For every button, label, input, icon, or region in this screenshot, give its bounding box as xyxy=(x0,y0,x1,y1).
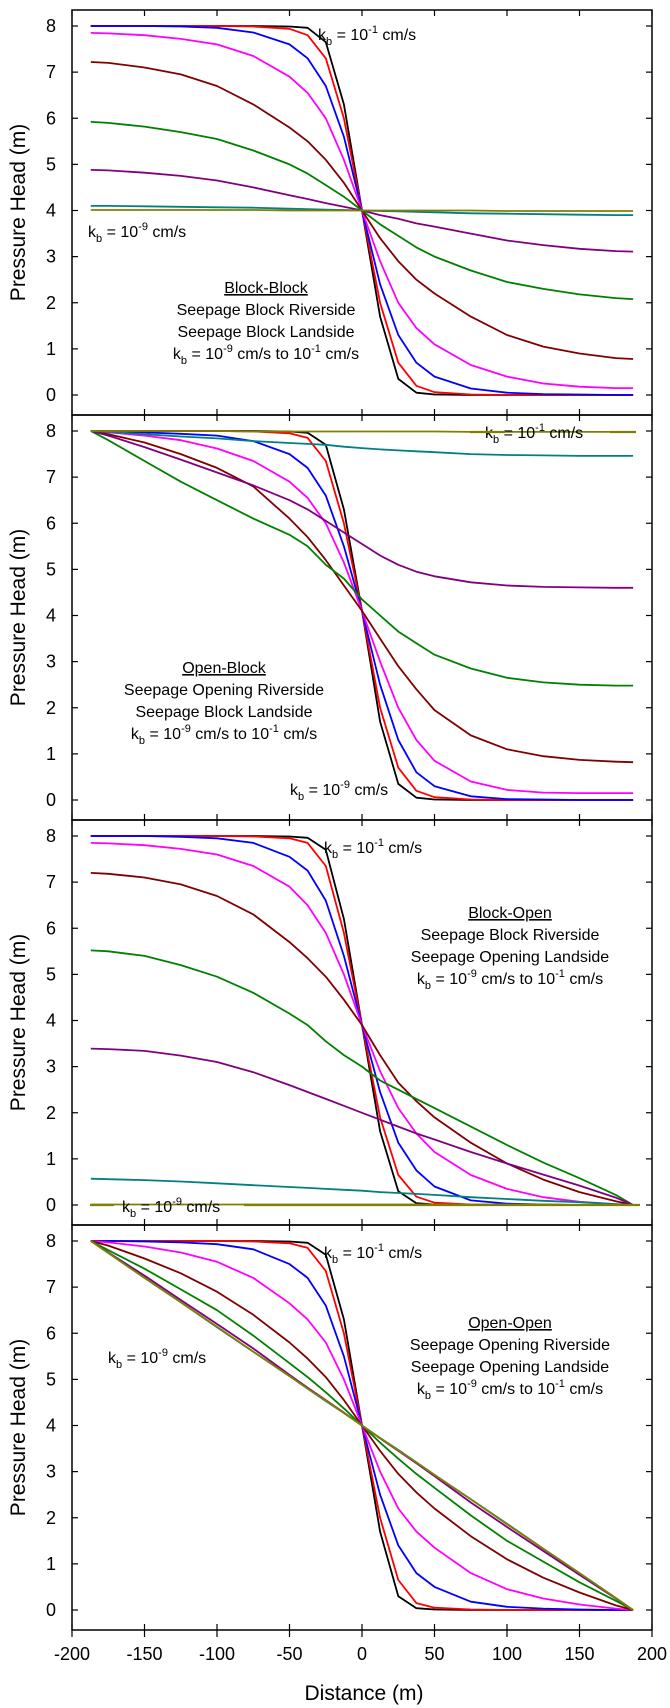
series-line xyxy=(90,430,634,433)
panel-condition: Seepage Opening Landside xyxy=(411,949,609,966)
x-tick-label: -150 xyxy=(126,1644,162,1664)
kb-low-label: kb = 10-9 cm/s xyxy=(108,1347,206,1371)
y-tick-label: 3 xyxy=(46,652,56,672)
x-tick-label: -100 xyxy=(199,1644,235,1664)
y-axis-label: Pressure Head (m) xyxy=(7,124,30,301)
y-tick-label: 3 xyxy=(46,1462,56,1482)
panel-condition: Seepage Opening Riverside xyxy=(124,682,324,699)
panel-2: 0 1 2 3 4 5 6 7 8 Pressure Head (m) kb = 10-1 cm/s… xyxy=(7,414,653,821)
y-tick-label: 5 xyxy=(46,964,56,984)
x-tick-label: 0 xyxy=(357,1644,367,1664)
y-tick-label: 6 xyxy=(46,513,56,533)
series-line xyxy=(90,430,634,764)
series-line xyxy=(90,209,634,212)
panel-condition: Seepage Block Landside xyxy=(135,704,312,721)
y-tick-label: 5 xyxy=(46,559,56,579)
y-tick-label: 8 xyxy=(46,826,56,846)
series-line xyxy=(90,1177,634,1206)
y-tick-label: 2 xyxy=(46,293,56,313)
y-tick-label: 0 xyxy=(46,790,56,810)
y-tick-label: 2 xyxy=(46,1103,56,1123)
panel-kb-range: kb = 10-9 cm/s to 10-1 cm/s xyxy=(417,968,603,992)
y-tick-label: 7 xyxy=(46,872,56,892)
panel-kb-range: kb = 10-9 cm/s to 10-1 cm/s xyxy=(131,723,317,747)
x-tick-labels: -200 -150 -100 -50 0 50 100 150 200 xyxy=(54,1630,667,1664)
y-tick-label: 2 xyxy=(46,698,56,718)
panels: 0 1 2 3 4 5 6 7 8 Pressure Head (m) kb = 10-1 cm/s… xyxy=(7,9,653,1631)
y-tick-label: 6 xyxy=(46,108,56,128)
series-line xyxy=(90,430,634,687)
series-line xyxy=(90,835,634,1206)
kb-high-label: kb = 10-1 cm/s xyxy=(324,1242,422,1266)
panel-condition: Seepage Block Riverside xyxy=(177,302,356,319)
y-tick-label: 4 xyxy=(46,1416,56,1436)
y-tick-label: 7 xyxy=(46,467,56,487)
x-tick-label: 100 xyxy=(492,1644,522,1664)
series-line xyxy=(90,949,634,1206)
series-line xyxy=(90,872,634,1206)
y-axis-label: Pressure Head (m) xyxy=(7,934,30,1111)
y-tick-label: 2 xyxy=(46,1508,56,1528)
y-tick-label: 4 xyxy=(46,606,56,626)
panel-title: Open-Open xyxy=(468,1315,552,1332)
x-tick-label: -50 xyxy=(276,1644,302,1664)
series-line xyxy=(90,1047,634,1206)
y-tick-label: 8 xyxy=(46,16,56,36)
y-tick-label: 8 xyxy=(46,1231,56,1251)
x-tick-label: 200 xyxy=(637,1644,667,1664)
y-tick-label: 0 xyxy=(46,1600,56,1620)
panel-kb-range: kb = 10-9 cm/s to 10-1 cm/s xyxy=(173,343,359,367)
panel-condition: Seepage Block Landside xyxy=(177,324,354,341)
y-tick-label: 1 xyxy=(46,1149,56,1169)
x-tick-label: -200 xyxy=(54,1644,90,1664)
panel-kb-range: kb = 10-9 cm/s to 10-1 cm/s xyxy=(417,1378,603,1402)
y-tick-label: 6 xyxy=(46,1323,56,1343)
kb-high-label: kb = 10-1 cm/s xyxy=(485,422,583,446)
x-tick-label: 150 xyxy=(564,1644,594,1664)
panel-3: 0 1 2 3 4 5 6 7 8 Pressure Head (m) kb = 10-1 cm/s… xyxy=(7,819,653,1226)
y-tick-label: 5 xyxy=(46,1369,56,1389)
panel-condition: Seepage Block Riverside xyxy=(421,927,600,944)
kb-high-label: kb = 10-1 cm/s xyxy=(318,24,416,48)
y-tick-label: 0 xyxy=(46,1195,56,1215)
series-line xyxy=(90,430,634,457)
kb-high-label: kb = 10-1 cm/s xyxy=(324,837,422,861)
series-line xyxy=(90,1240,634,1611)
panel-4: 0 1 2 3 4 5 6 7 8 Pressure Head (m) kb = 10-1 cm/s… xyxy=(7,1224,653,1631)
kb-low-label: kb = 10-9 cm/s xyxy=(122,1196,220,1220)
panel-condition: Seepage Opening Landside xyxy=(411,1359,609,1376)
x-tick-label: 50 xyxy=(424,1644,444,1664)
series-line xyxy=(90,430,634,589)
panel-title: Block-Open xyxy=(468,905,552,922)
y-tick-label: 0 xyxy=(46,385,56,405)
y-axis-label: Pressure Head (m) xyxy=(7,1339,30,1516)
y-tick-label: 3 xyxy=(46,1057,56,1077)
kb-low-label: kb = 10-9 cm/s xyxy=(88,221,186,245)
series-line xyxy=(90,430,634,801)
panel-condition: Seepage Opening Riverside xyxy=(410,1337,610,1354)
y-axis-label: Pressure Head (m) xyxy=(7,529,30,706)
y-tick-label: 3 xyxy=(46,247,56,267)
y-tick-label: 1 xyxy=(46,744,56,764)
y-tick-label: 4 xyxy=(46,201,56,221)
y-tick-label: 5 xyxy=(46,154,56,174)
y-tick-label: 7 xyxy=(46,1277,56,1297)
y-tick-label: 1 xyxy=(46,1554,56,1574)
x-axis-label: Distance (m) xyxy=(304,1682,423,1705)
y-tick-label: 8 xyxy=(46,421,56,441)
y-tick-label: 6 xyxy=(46,918,56,938)
kb-low-label: kb = 10-9 cm/s xyxy=(290,779,388,803)
y-tick-label: 7 xyxy=(46,62,56,82)
panel-title: Open-Block xyxy=(182,660,267,677)
y-tick-label: 1 xyxy=(46,339,56,359)
panel-1: 0 1 2 3 4 5 6 7 8 Pressure Head (m) kb = 10-1 cm/s… xyxy=(7,9,653,416)
y-tick-label: 4 xyxy=(46,1011,56,1031)
panel-title: Block-Block xyxy=(224,280,309,297)
